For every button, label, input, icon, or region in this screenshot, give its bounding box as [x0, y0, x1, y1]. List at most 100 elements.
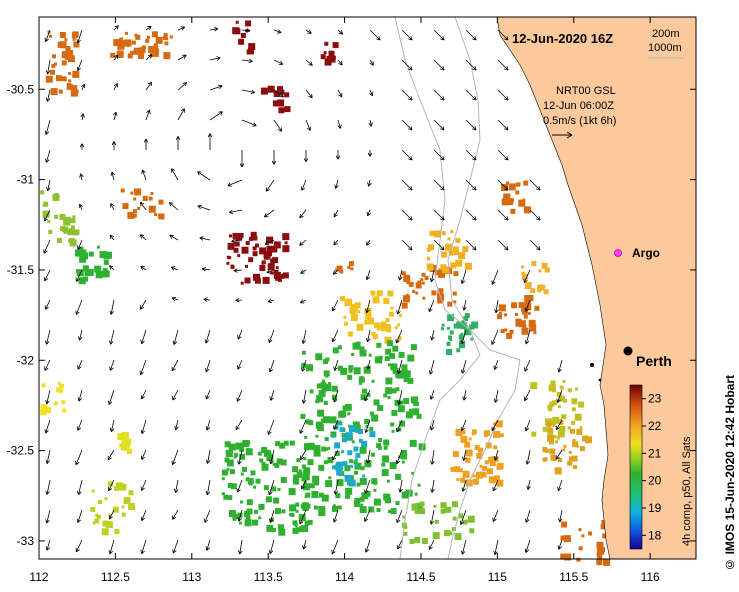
current-vector-head — [169, 234, 174, 239]
current-vector-head — [364, 489, 369, 494]
current-vector-head — [110, 171, 115, 176]
sst-pixel — [376, 508, 381, 512]
current-vector — [237, 479, 243, 493]
sst-pixel — [578, 546, 583, 551]
sst-pixel — [389, 462, 397, 470]
sst-pixel — [493, 430, 501, 438]
sst-pixel — [450, 230, 454, 234]
current-vector-head — [364, 428, 369, 433]
sst-pixel — [62, 408, 67, 413]
current-vector — [140, 266, 147, 271]
x-tick-label: 115.5 — [559, 570, 588, 584]
current-vector-head — [492, 486, 497, 492]
current-vector-head — [462, 456, 467, 461]
sst-pixel — [359, 349, 367, 357]
sst-pixel — [503, 193, 511, 201]
current-vector-head — [76, 66, 81, 72]
current-vector-head — [557, 368, 562, 373]
current-vector-head — [494, 308, 499, 314]
sst-pixel — [600, 524, 606, 530]
sst-pixel — [99, 251, 107, 259]
current-vector — [366, 239, 371, 246]
current-vector-head — [140, 395, 146, 400]
sst-pixel — [360, 466, 365, 471]
current-vector-head — [301, 186, 306, 191]
sst-pixel — [347, 331, 353, 337]
current-vector-head — [430, 488, 435, 493]
sst-pixel — [418, 443, 426, 451]
current-vector-head — [79, 173, 84, 178]
plot-frame — [38, 16, 697, 560]
sst-pixel — [400, 453, 407, 460]
current-vector-head — [460, 279, 465, 284]
sst-pixel — [328, 55, 336, 63]
current-vector — [559, 509, 563, 523]
sst-pixel — [321, 386, 327, 392]
current-vector — [461, 539, 467, 555]
current-vector-head — [491, 426, 496, 432]
current-vector-head — [44, 366, 49, 371]
land-mass — [496, 16, 697, 560]
current-vector-head — [80, 113, 85, 118]
current-vector-head — [440, 246, 445, 251]
current-vector — [399, 479, 403, 493]
current-vector — [431, 449, 435, 465]
sst-pixel — [40, 404, 48, 412]
current-vector — [45, 119, 51, 135]
current-vector-head — [205, 490, 211, 496]
current-vector — [110, 203, 115, 211]
sst-pixel — [148, 205, 156, 213]
current-vector-head — [460, 339, 466, 345]
current-vector — [491, 269, 499, 285]
sst-pixel — [426, 256, 430, 260]
sst-pixel — [390, 422, 395, 427]
colorbar-tick-label: 18 — [648, 528, 662, 542]
current-vector-head — [78, 203, 83, 209]
sst-pixel — [390, 508, 397, 515]
current-vector — [431, 479, 435, 493]
sst-pixel — [376, 443, 382, 449]
current-vector-head — [338, 61, 343, 66]
sst-pixel — [549, 420, 555, 426]
sst-pixel — [81, 252, 89, 260]
sst-pixel — [254, 509, 259, 514]
current-vector-head — [333, 398, 338, 403]
sst-pixel — [52, 54, 56, 59]
sst-pixel — [498, 304, 506, 312]
sst-pixel — [437, 288, 444, 295]
sst-pixel — [401, 460, 405, 464]
sst-pixel — [548, 407, 553, 412]
sst-pixel — [317, 409, 325, 417]
sst-pixel — [303, 480, 307, 484]
current-vector — [77, 509, 83, 523]
sst-pixel — [255, 243, 259, 248]
sst-pixel — [133, 209, 137, 214]
sst-pixel — [484, 460, 489, 465]
sst-pixel — [94, 518, 100, 524]
current-vector-head — [271, 160, 277, 165]
current-vector-head — [171, 460, 176, 466]
sst-pixel — [364, 460, 372, 468]
current-vector — [299, 419, 307, 434]
sst-pixel — [295, 509, 299, 513]
sst-pixel — [369, 431, 376, 438]
sst-pixel — [245, 477, 250, 482]
sst-pixel — [556, 436, 560, 440]
sst-pixel — [292, 466, 299, 473]
sst-pixel — [139, 47, 146, 54]
sst-pixel — [115, 482, 123, 490]
current-vector — [109, 234, 115, 241]
sst-pixel — [346, 474, 352, 480]
sst-pixel — [562, 380, 566, 384]
sst-pixel — [471, 321, 479, 329]
sst-pixel — [263, 449, 271, 457]
sst-pixel — [337, 365, 343, 371]
sst-pixel — [365, 313, 372, 320]
sst-pixel — [504, 328, 508, 332]
sst-pixel — [386, 327, 392, 333]
y-tick-label: -33 — [17, 534, 35, 548]
sst-pixel — [277, 524, 284, 531]
sst-pixel — [64, 55, 69, 60]
current-vector-head — [536, 216, 541, 221]
scale-arrow-head — [566, 131, 573, 139]
